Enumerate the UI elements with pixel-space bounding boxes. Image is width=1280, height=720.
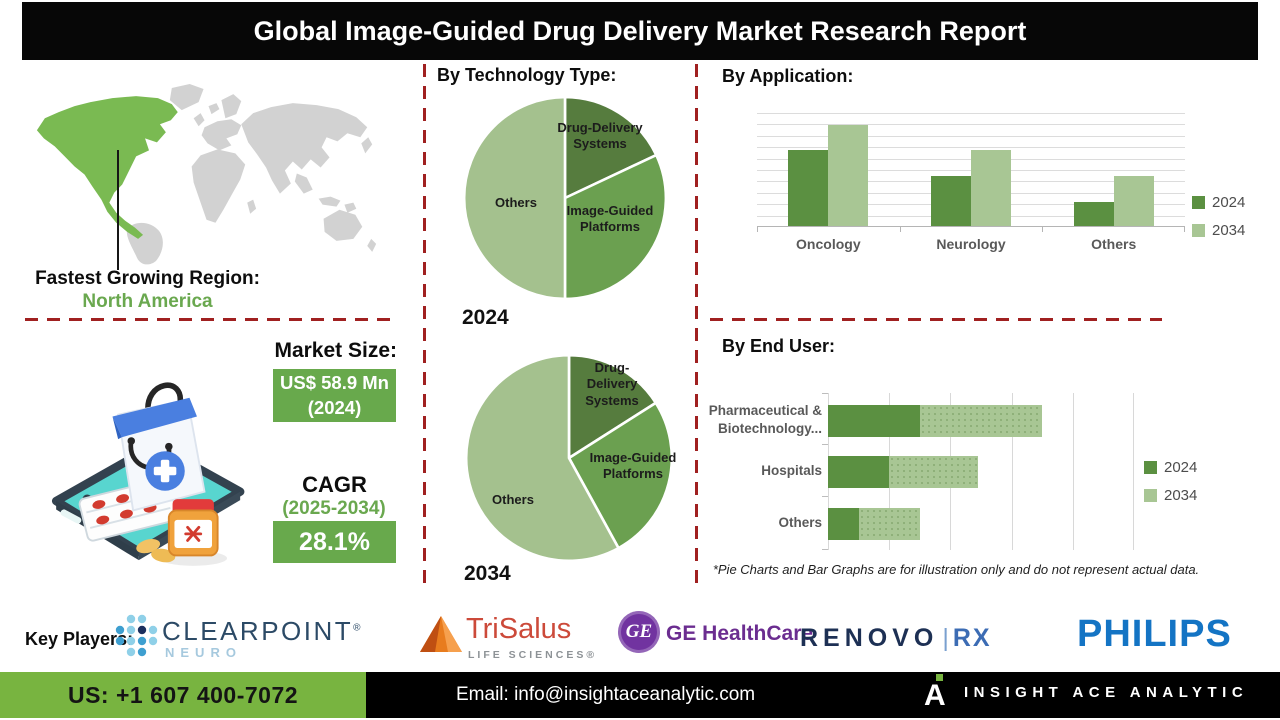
renovo-wordmark: RENOVO bbox=[800, 624, 939, 652]
legend-label-2034: 2034 bbox=[1212, 222, 1246, 239]
cagr-badge: 28.1% bbox=[273, 521, 396, 563]
ge-monogram-icon: GE bbox=[618, 611, 660, 653]
world-map bbox=[36, 84, 377, 265]
fastest-growing-region-label: Fastest Growing Region: bbox=[35, 268, 260, 289]
market-size-value: US$ 58.9 Mn bbox=[280, 372, 389, 394]
indonesia-2 bbox=[344, 202, 357, 213]
cagr-label: CAGR bbox=[302, 472, 367, 497]
legend-label-2024: 2024 bbox=[1164, 459, 1198, 476]
application-heading: By Application: bbox=[722, 66, 854, 86]
clearpoint-wordmark: CLEARPOINT bbox=[162, 616, 354, 646]
divider-vertical-2 bbox=[695, 64, 698, 588]
pie-2034-label-others: Others bbox=[492, 492, 534, 507]
insight-ace-logo-icon: A bbox=[922, 673, 956, 717]
divider-vertical-1 bbox=[423, 64, 426, 588]
asia bbox=[241, 103, 368, 194]
legend-swatch-2024 bbox=[1192, 196, 1205, 209]
market-size-label: Market Size: bbox=[274, 339, 397, 362]
ge-healthcare-logo: GE HealthCare bbox=[666, 622, 814, 645]
cagr-value: 28.1% bbox=[299, 527, 370, 556]
philips-logo: PHILIPS bbox=[1077, 613, 1232, 655]
renovo-divider: | bbox=[942, 624, 949, 652]
end-user-label-others: Others bbox=[778, 515, 822, 530]
insight-ace-green-square bbox=[936, 674, 943, 681]
insight-ace-a-glyph: A bbox=[924, 679, 946, 712]
pie-2034-label-igp: Image-Guided Platforms bbox=[589, 450, 677, 482]
pie-2024-year: 2024 bbox=[462, 306, 509, 329]
application-bar-chart bbox=[757, 113, 1185, 232]
australia bbox=[323, 209, 363, 241]
clearpoint-logo: CLEARPOINT® bbox=[162, 616, 363, 647]
pie-2034-year: 2034 bbox=[464, 562, 511, 585]
end-user-legend-2034: 2034 bbox=[1144, 487, 1197, 504]
end-user-heading: By End User: bbox=[722, 336, 836, 356]
clearpoint-reg: ® bbox=[353, 622, 364, 634]
trisalus-logo: TriSalus bbox=[466, 613, 572, 645]
category-neurology: Neurology bbox=[936, 236, 1006, 252]
market-size-year: (2024) bbox=[307, 396, 362, 418]
fastest-growing-region-value: North America bbox=[82, 291, 213, 312]
application-category-labels: Oncology Neurology Others bbox=[757, 236, 1185, 252]
title-bar: Global Image-Guided Drug Delivery Market… bbox=[22, 2, 1258, 60]
pie-chart-2034 bbox=[463, 352, 675, 564]
end-user-label-hospitals: Hospitals bbox=[761, 463, 822, 478]
japan bbox=[361, 137, 373, 154]
footer-phone-box: US: +1 607 400-7072 bbox=[0, 672, 366, 718]
se-asia bbox=[294, 173, 313, 194]
disclaimer-note: *Pie Charts and Bar Graphs are for illus… bbox=[712, 562, 1200, 577]
technology-type-heading: By Technology Type: bbox=[437, 65, 617, 85]
europe bbox=[201, 119, 242, 151]
medicine-bag-illustration bbox=[51, 382, 245, 566]
key-players-label: Key Players: bbox=[25, 629, 134, 649]
end-user-label-pharma: Pharmaceutical & Biotechnology... bbox=[708, 403, 822, 437]
legend-label-2034: 2034 bbox=[1164, 487, 1198, 504]
divider-left-horizontal bbox=[25, 318, 395, 321]
page-title: Global Image-Guided Drug Delivery Market… bbox=[253, 15, 1027, 46]
footer-email-box: Email: info@insightaceanalytic.com bbox=[366, 672, 1280, 718]
indonesia bbox=[318, 196, 341, 207]
ge-monogram-letters: GE bbox=[625, 621, 653, 642]
trisalus-triangle-icon bbox=[420, 616, 462, 652]
trisalus-life-sciences-label: LIFE SCIENCES® bbox=[468, 649, 598, 661]
uk bbox=[193, 113, 205, 127]
iceland bbox=[208, 103, 220, 115]
insight-ace-wordmark: INSIGHT ACE ANALYTIC bbox=[964, 684, 1249, 701]
map-pointer-line bbox=[117, 150, 119, 270]
pie-2034-label-dds: Drug-Delivery Systems bbox=[585, 360, 639, 408]
clearpoint-dots-icon bbox=[115, 614, 158, 657]
africa bbox=[191, 149, 246, 223]
application-legend-2034: 2034 bbox=[1192, 222, 1245, 239]
renovorx-logo: RENOVO | RX bbox=[800, 624, 992, 653]
application-legend-2024: 2024 bbox=[1192, 194, 1245, 211]
greenland bbox=[169, 84, 204, 111]
pie-2024-label-dds: Drug-Delivery Systems bbox=[557, 120, 643, 152]
phone-number: US: +1 607 400-7072 bbox=[67, 681, 299, 708]
new-zealand bbox=[367, 238, 377, 252]
pie-chart-2024 bbox=[461, 94, 669, 302]
scandinavia bbox=[221, 94, 242, 119]
renovo-rx: RX bbox=[952, 624, 992, 652]
legend-swatch-2024 bbox=[1144, 461, 1157, 474]
divider-right-horizontal bbox=[710, 318, 1162, 321]
email-address: Email: info@insightaceanalytic.com bbox=[456, 684, 756, 705]
legend-label-2024: 2024 bbox=[1212, 194, 1246, 211]
north-america-region bbox=[36, 96, 178, 239]
pie-2024-label-others: Others bbox=[495, 195, 537, 210]
cagr-period: (2025-2034) bbox=[282, 498, 386, 519]
legend-swatch-2034 bbox=[1144, 489, 1157, 502]
category-oncology: Oncology bbox=[796, 236, 861, 252]
end-user-legend-2024: 2024 bbox=[1144, 459, 1197, 476]
end-user-bar-chart bbox=[822, 393, 1134, 550]
category-others: Others bbox=[1091, 236, 1137, 252]
legend-swatch-2034 bbox=[1192, 224, 1205, 237]
market-size-badge: US$ 58.9 Mn (2024) bbox=[273, 369, 396, 422]
pie-2024-label-igp: Image-Guided Platforms bbox=[566, 203, 654, 235]
madagascar bbox=[247, 199, 257, 214]
clearpoint-neuro-label: NEURO bbox=[165, 645, 242, 660]
